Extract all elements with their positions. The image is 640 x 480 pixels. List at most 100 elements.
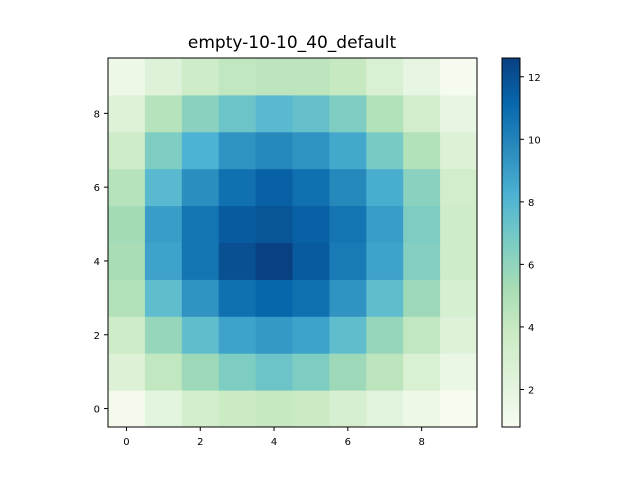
colorbar-tick-label: 6 (528, 260, 534, 271)
heatmap-cell (218, 242, 257, 280)
heatmap-cell (144, 316, 183, 354)
heatmap-cell (292, 316, 330, 354)
heatmap-cell (366, 58, 404, 96)
heatmap-cell (366, 242, 404, 280)
heatmap-cell (292, 131, 330, 170)
heatmap-cell (329, 168, 367, 207)
heatmap-cell (218, 58, 257, 96)
heatmap-cell (144, 58, 183, 96)
colorbar-tick-label: 12 (528, 73, 541, 84)
heatmap-cell (329, 279, 367, 317)
heatmap-cell (292, 279, 330, 317)
heatmap-cell (181, 390, 220, 428)
x-tick-label: 2 (197, 437, 203, 448)
heatmap-cell (440, 353, 478, 391)
heatmap-cells (108, 58, 478, 428)
heatmap-cell (329, 353, 367, 391)
heatmap-cell (218, 205, 257, 243)
colorbar-tick-label: 10 (528, 135, 541, 146)
x-tick-label: 0 (123, 437, 129, 448)
heatmap-cell (218, 390, 257, 428)
heatmap-cell (403, 353, 441, 391)
heatmap-cell (292, 353, 330, 391)
heatmap-cell (181, 353, 220, 391)
heatmap-cell (329, 58, 367, 96)
heatmap-cell (218, 168, 257, 207)
heatmap-cell (440, 58, 478, 96)
heatmap-cell (329, 316, 367, 354)
heatmap-cell (329, 390, 367, 428)
heatmap-cell (181, 94, 220, 133)
y-tick-label: 4 (94, 257, 100, 268)
heatmap-cell (144, 242, 183, 280)
heatmap-cell (255, 242, 293, 280)
y-tick-label: 6 (94, 183, 100, 194)
heatmap-cell (181, 242, 220, 280)
heatmap-cell (440, 168, 478, 207)
heatmap-cell (108, 242, 146, 280)
heatmap-cell (440, 205, 478, 243)
heatmap-cell (144, 279, 183, 317)
heatmap-cell (292, 390, 330, 428)
heatmap-cell (181, 58, 220, 96)
heatmap-cell (181, 279, 220, 317)
heatmap-cell (366, 168, 404, 207)
heatmap-cell (292, 205, 330, 243)
heatmap-cell (366, 279, 404, 317)
x-tick-label: 6 (345, 437, 351, 448)
heatmap-cell (329, 94, 367, 133)
heatmap-cell (403, 205, 441, 243)
heatmap-cell (181, 205, 220, 243)
colorbar-ticks: 2 4 6 8 10 12 (520, 73, 541, 396)
heatmap-cell (440, 131, 478, 170)
heatmap-cell (440, 390, 478, 428)
heatmap-cell (144, 205, 183, 243)
heatmap-cell (403, 390, 441, 428)
colorbar-tick-label: 4 (528, 323, 534, 334)
heatmap-cell (366, 353, 404, 391)
chart-title: empty-10-10_40_default (188, 33, 397, 53)
heatmap-cell (255, 168, 293, 207)
heatmap-cell (255, 390, 293, 428)
heatmap-cell (403, 316, 441, 354)
heatmap-cell (108, 353, 146, 391)
colorbar-tick-label: 2 (528, 385, 534, 396)
x-tick-label: 4 (271, 437, 277, 448)
y-tick-label: 2 (94, 331, 100, 342)
heatmap-cell (108, 390, 146, 428)
heatmap-cell (108, 131, 146, 170)
heatmap-cell (440, 94, 478, 133)
heatmap-cell (366, 94, 404, 133)
heatmap-cell (440, 279, 478, 317)
heatmap-cell (329, 131, 367, 170)
heatmap-cell (292, 94, 330, 133)
plot-frame (107, 57, 478, 428)
heatmap-cell (255, 279, 293, 317)
heatmap-cell (108, 205, 146, 243)
heatmap-cell (366, 205, 404, 243)
heatmap-cell (440, 316, 478, 354)
heatmap-cell (440, 242, 478, 280)
x-tick-label: 8 (418, 437, 424, 448)
y-tick-label: 8 (94, 109, 100, 120)
heatmap-cell (403, 279, 441, 317)
heatmap-cell (292, 58, 330, 96)
heatmap-cell (218, 353, 257, 391)
heatmap-cell (108, 58, 146, 96)
heatmap-cell (181, 131, 220, 170)
heatmap-cell (255, 353, 293, 391)
heatmap-cell (218, 316, 257, 354)
heatmap-cell (255, 316, 293, 354)
heatmap-cell (144, 390, 183, 428)
heatmap-cell (181, 316, 220, 354)
colorbar-tick-label: 8 (528, 198, 534, 209)
heatmap-cell (366, 316, 404, 354)
heatmap-cell (255, 205, 293, 243)
heatmap-cell (403, 131, 441, 170)
heatmap-cell (144, 353, 183, 391)
heatmap-cell (255, 58, 293, 96)
heatmap-cell (403, 242, 441, 280)
heatmap-cell (292, 242, 330, 280)
heatmap-cell (108, 94, 146, 133)
